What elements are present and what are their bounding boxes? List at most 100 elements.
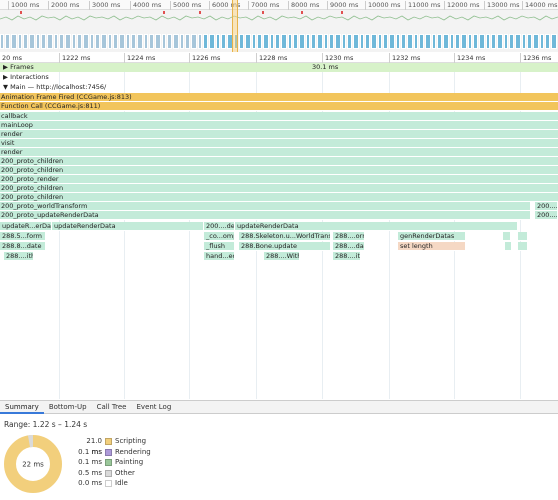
overview-tick: 1000 ms bbox=[8, 1, 39, 10]
ruler-tick: 1226 ms bbox=[189, 53, 220, 63]
call-frame[interactable]: 288....With bbox=[264, 252, 300, 261]
call-frame[interactable]: 200....dre bbox=[535, 211, 558, 220]
overview-frame-block bbox=[203, 34, 208, 49]
call-frame[interactable]: render bbox=[0, 130, 558, 139]
overview-frame-block bbox=[90, 34, 94, 49]
overview-frame-block bbox=[5, 34, 10, 49]
call-frame[interactable]: 288....date bbox=[333, 242, 365, 251]
overview-frame-block bbox=[162, 34, 166, 49]
overview-frame-block bbox=[263, 34, 269, 49]
call-frame[interactable]: updateRenderData bbox=[235, 222, 518, 231]
legend-label: Rendering bbox=[115, 447, 151, 456]
overview-frame-block bbox=[401, 34, 406, 49]
overview-frame-block bbox=[515, 34, 521, 49]
legend-row-other: 0.5 ms Other bbox=[78, 468, 198, 479]
selection-range: Range: 1.22 s – 1.24 s bbox=[4, 420, 88, 429]
call-frame[interactable]: set length bbox=[398, 242, 466, 251]
gridline bbox=[59, 63, 60, 399]
call-frame[interactable]: hand...ect bbox=[204, 252, 235, 261]
call-frame[interactable]: 200_proto_worldTransform bbox=[0, 202, 530, 211]
call-frame[interactable] bbox=[505, 242, 512, 251]
call-frame[interactable]: 288.5...form bbox=[0, 232, 46, 241]
gridline bbox=[189, 63, 190, 399]
legend-row-painting: 0.1 ms Painting bbox=[78, 457, 198, 468]
call-frame[interactable]: _co...omp bbox=[204, 232, 235, 241]
call-frame[interactable]: 288....ith bbox=[333, 252, 361, 261]
legend-value: 21.0 ms bbox=[86, 437, 102, 456]
frame-duration[interactable]: 30.1 ms bbox=[312, 63, 339, 71]
frames-track-header[interactable]: ▶ Frames 30.1 ms bbox=[0, 63, 558, 72]
call-frame[interactable]: updateRenderData bbox=[52, 222, 204, 231]
call-frame[interactable] bbox=[518, 242, 528, 251]
call-frame[interactable]: 288.Skeleton.u...WorldTransform bbox=[239, 232, 331, 241]
ruler-tick: 1236 ms bbox=[520, 53, 551, 63]
overview-frame-block bbox=[29, 34, 35, 49]
call-frame[interactable]: 200....nd bbox=[535, 202, 558, 211]
call-frame[interactable]: 200_proto_children bbox=[0, 193, 558, 202]
gridline bbox=[256, 63, 257, 399]
overview-frame-block bbox=[113, 34, 118, 49]
overview-frame-block bbox=[101, 34, 107, 49]
overview-frame-block bbox=[293, 34, 298, 49]
call-frame[interactable]: 200_proto_children bbox=[0, 184, 558, 193]
legend-row-rendering: 0.1 ms Rendering bbox=[78, 447, 198, 458]
call-frame[interactable]: 200_proto_render bbox=[0, 175, 558, 184]
tab-call-tree[interactable]: Call Tree bbox=[96, 403, 127, 411]
call-frame[interactable]: 288.8...date bbox=[0, 242, 46, 251]
overview-frame-block bbox=[54, 34, 58, 49]
overview-frame-block bbox=[275, 34, 280, 49]
tab-bottom-up[interactable]: Bottom-Up bbox=[48, 403, 87, 411]
overview-frame-block bbox=[83, 34, 89, 49]
overview-frame-block bbox=[270, 34, 274, 49]
donut-other-slice bbox=[4, 434, 62, 493]
main-track-header[interactable]: ▼ Main — http://localhost:7456/ bbox=[0, 83, 558, 92]
legend-value: 0.1 ms bbox=[78, 447, 102, 456]
ruler-tick: 1230 ms bbox=[322, 53, 353, 63]
legend-label: Idle bbox=[115, 479, 128, 487]
call-frame[interactable]: 288....ith bbox=[4, 252, 34, 261]
call-frame[interactable]: 200_proto_updateRenderData bbox=[0, 211, 530, 220]
overview-frame-block bbox=[216, 34, 220, 49]
call-frame[interactable]: mainLoop bbox=[0, 121, 558, 130]
call-frame[interactable]: 288....orm bbox=[333, 232, 365, 241]
legend-label: Scripting bbox=[115, 437, 147, 445]
legend-swatch bbox=[105, 480, 112, 487]
overview-frame-block bbox=[191, 34, 197, 49]
interactions-track-header[interactable]: ▶ Interactions bbox=[0, 73, 558, 82]
overview-time-ruler: 1000 ms 2000 ms 3000 ms 4000 ms 5000 ms … bbox=[0, 0, 558, 10]
overview-frame-block bbox=[144, 34, 148, 49]
call-frame[interactable]: render bbox=[0, 148, 558, 157]
overview-frame-block bbox=[347, 34, 352, 49]
event-animation-frame-fired[interactable]: Animation Frame Fired (CCGame.js:813) bbox=[0, 93, 558, 102]
overview-frame-block bbox=[288, 34, 292, 49]
overview-frame-block bbox=[77, 34, 82, 49]
flame-chart[interactable]: ▶ Frames 30.1 ms ▶ Interactions ▼ Main —… bbox=[0, 63, 558, 399]
overview-frame-block bbox=[425, 34, 431, 49]
call-frame[interactable]: callback bbox=[0, 112, 558, 121]
overview-selection-window[interactable] bbox=[232, 0, 238, 52]
call-frame[interactable] bbox=[518, 232, 528, 241]
call-frame[interactable]: visit bbox=[0, 139, 558, 148]
call-frame[interactable]: 200_proto_children bbox=[0, 166, 558, 175]
overview-frame-block bbox=[198, 34, 202, 49]
event-function-call[interactable]: Function Call (CCGame.js:811) bbox=[0, 102, 558, 111]
overview-frame-block bbox=[126, 34, 130, 49]
call-frame[interactable]: 200_proto_children bbox=[0, 157, 558, 166]
overview-tick: 10000 ms bbox=[365, 1, 400, 10]
call-frame[interactable]: updateR...erData bbox=[0, 222, 52, 231]
call-frame[interactable]: genRenderDatas bbox=[398, 232, 466, 241]
tab-event-log[interactable]: Event Log bbox=[136, 403, 172, 411]
legend-swatch bbox=[105, 448, 112, 456]
overview-frame-block bbox=[149, 34, 154, 49]
timeline-overview[interactable]: 1000 ms 2000 ms 3000 ms 4000 ms 5000 ms … bbox=[0, 0, 558, 52]
overview-frame-block bbox=[252, 34, 256, 49]
call-frame[interactable] bbox=[503, 232, 511, 241]
tab-summary[interactable]: Summary bbox=[0, 401, 44, 414]
call-frame[interactable]: 200....der bbox=[204, 222, 235, 231]
call-frame[interactable]: 288.Bone.update bbox=[239, 242, 331, 251]
call-frame[interactable]: _flush bbox=[204, 242, 235, 251]
overview-frame-block bbox=[41, 34, 46, 49]
overview-frame-block bbox=[479, 34, 485, 49]
overview-frame-block bbox=[324, 34, 328, 49]
overview-frame-block bbox=[533, 34, 539, 49]
